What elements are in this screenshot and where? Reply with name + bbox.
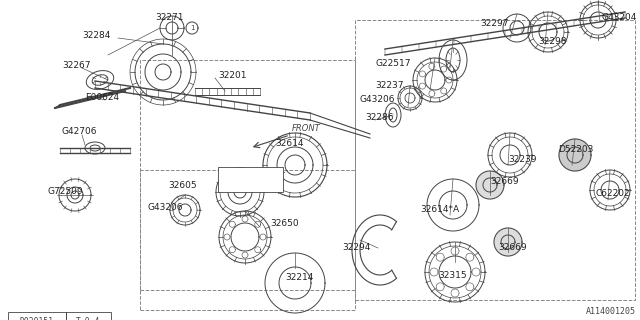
Text: 32614: 32614 (275, 139, 303, 148)
Text: G42706: G42706 (62, 127, 97, 137)
Text: 32294: 32294 (342, 244, 371, 252)
Text: 32239: 32239 (508, 156, 536, 164)
Text: G43204: G43204 (602, 12, 637, 21)
Text: 32271: 32271 (155, 13, 184, 22)
Text: G43206: G43206 (148, 203, 184, 212)
Text: E00624: E00624 (85, 93, 119, 102)
Text: 32650: 32650 (270, 220, 299, 228)
Text: 32286: 32286 (365, 114, 394, 123)
Polygon shape (559, 139, 591, 171)
Text: 32214: 32214 (285, 274, 314, 283)
Text: FRONT: FRONT (292, 124, 321, 133)
Polygon shape (476, 171, 504, 199)
Text: 32298: 32298 (538, 37, 566, 46)
Text: T=0.4: T=0.4 (76, 316, 100, 320)
Text: 1: 1 (189, 25, 195, 31)
Text: 32284: 32284 (82, 31, 110, 41)
Bar (355, 20, 635, 300)
Text: C62202: C62202 (595, 188, 630, 197)
Bar (140, 60, 355, 290)
Text: 32297: 32297 (480, 19, 509, 28)
Text: G72509: G72509 (48, 188, 84, 196)
Bar (218, 167, 283, 192)
Text: 32613: 32613 (220, 179, 248, 188)
Bar (140, 170, 355, 310)
Bar (8, 312, 66, 320)
Text: 32315: 32315 (438, 270, 467, 279)
Text: D52203: D52203 (558, 146, 593, 155)
Text: 32605: 32605 (168, 180, 196, 189)
Text: G22517: G22517 (375, 59, 410, 68)
Text: 32237: 32237 (375, 81, 403, 90)
Text: A114001205: A114001205 (586, 307, 636, 316)
Text: D020151: D020151 (20, 316, 54, 320)
Text: 32613: 32613 (240, 178, 269, 187)
Polygon shape (494, 228, 522, 256)
Text: 32201: 32201 (218, 70, 246, 79)
Bar (66, 312, 111, 320)
Text: 32669: 32669 (490, 178, 518, 187)
Text: 32669: 32669 (498, 243, 527, 252)
Text: 32267: 32267 (62, 60, 90, 69)
Text: 32614*A: 32614*A (420, 205, 459, 214)
Text: G43206: G43206 (360, 95, 396, 105)
